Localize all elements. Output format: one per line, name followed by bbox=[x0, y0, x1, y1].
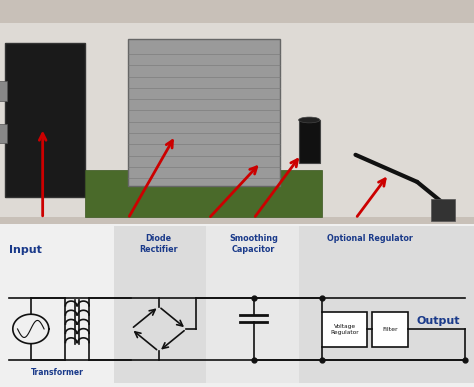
Bar bbox=[431, 199, 455, 221]
Bar bbox=[85, 170, 322, 217]
Bar bbox=[5, 43, 85, 197]
Bar bbox=[0, 124, 7, 143]
Bar bbox=[372, 312, 408, 347]
Bar bbox=[322, 312, 367, 347]
Text: Voltage
Regulator: Voltage Regulator bbox=[330, 324, 359, 335]
Ellipse shape bbox=[299, 117, 320, 123]
Bar bbox=[206, 226, 299, 383]
Bar bbox=[0, 224, 474, 387]
Text: Output: Output bbox=[416, 316, 460, 326]
Bar bbox=[0, 81, 7, 101]
Text: Optional Regulator: Optional Regulator bbox=[327, 234, 413, 243]
Bar bbox=[299, 226, 474, 383]
Bar bbox=[0, 0, 474, 224]
Text: Input: Input bbox=[9, 245, 42, 255]
Text: Diode
Rectifier: Diode Rectifier bbox=[139, 234, 178, 253]
Bar bbox=[128, 39, 280, 186]
Text: Filter: Filter bbox=[382, 327, 398, 332]
Bar bbox=[299, 120, 320, 163]
Bar bbox=[114, 226, 206, 383]
Bar bbox=[0, 23, 474, 217]
Text: Transformer: Transformer bbox=[30, 368, 83, 377]
Text: Smoothing
Capacitor: Smoothing Capacitor bbox=[229, 234, 278, 253]
